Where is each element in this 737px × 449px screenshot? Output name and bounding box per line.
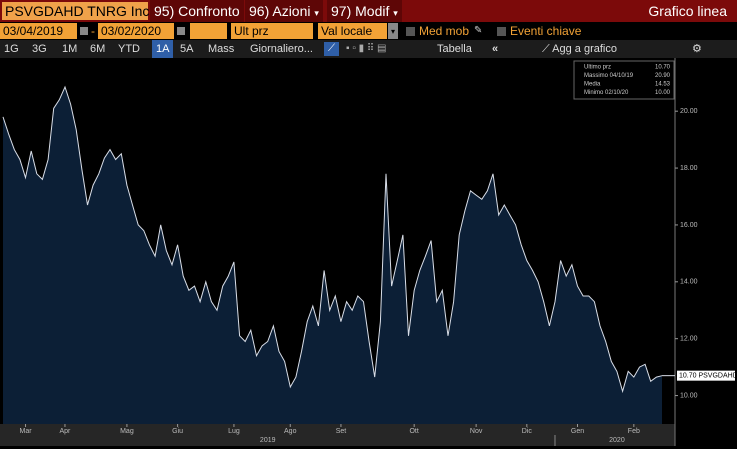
x-tick-label: Mar (19, 428, 32, 435)
table[interactable]: Tabella (437, 43, 472, 55)
legend-name: Massimo 04/10/19 (584, 73, 634, 79)
range-button[interactable]: YTD (118, 43, 140, 55)
dropdown[interactable]: ▾ (388, 23, 398, 39)
last-tag-bg (677, 370, 735, 381)
legend-value: 14.53 (655, 82, 671, 88)
menu-label: 97) Modif (331, 3, 390, 19)
range-bar: 1G 3G 1M 6M YTD 1A 5A Mass Giornaliero... ⟋ ▪ ▫… (0, 40, 737, 58)
edit-icon[interactable]: ✎ (474, 25, 483, 36)
area (3, 87, 662, 424)
menu-item[interactable]: 95) Confronto (150, 0, 244, 22)
y-tick-label: 14.00 (680, 279, 698, 286)
menu-item[interactable]: 97) Modif ▾ (327, 0, 402, 24)
x-tick-label: Apr (60, 428, 72, 435)
range-button[interactable]: Mass (208, 43, 235, 55)
frequency[interactable]: Giornaliero... (250, 43, 313, 55)
line-icon[interactable]: ⟋ (324, 42, 339, 56)
end-date[interactable]: 03/02/2020 (98, 23, 174, 39)
dash: - (91, 24, 95, 38)
x-tick-label: Lug (228, 428, 240, 435)
x-tick-label: Ago (284, 428, 297, 435)
settings[interactable]: ⚙ (692, 43, 702, 55)
start-date[interactable]: 03/04/2019 (0, 23, 77, 39)
menu-label: 96) Azioni (249, 3, 311, 19)
last-tag: 10.70 PSVGDAHD (679, 373, 737, 380)
x-tick-label: Giu (172, 428, 183, 435)
y-tick-label: 12.00 (680, 336, 698, 343)
add-to-chart[interactable]: ⟋ Agg a grafico (542, 43, 617, 55)
range-button[interactable]: 1G (4, 43, 19, 55)
filter-bar: 03/04/2019 - 03/02/2020 Ult prz Val loca… (0, 22, 737, 40)
calendar-icon[interactable] (177, 27, 185, 35)
checkbox[interactable] (406, 27, 415, 36)
legend-name: Ultimo prz (584, 65, 611, 71)
collapse[interactable]: « (492, 43, 499, 55)
range-button[interactable]: 5A (180, 43, 194, 55)
checkbox[interactable] (497, 27, 506, 36)
top-bar: PSVGDAHD TNRG Inc 95) Confronto 96) Azio… (0, 0, 737, 24)
chart: 10.00 12.00 14.00 16.00 18.00 20.00 Mar Apr Mag G… (0, 58, 737, 449)
view-title: Grafico linea (648, 3, 727, 19)
x-tick-label: Mag (120, 428, 134, 435)
x-axis-band (0, 424, 675, 446)
x-tick-label: Feb (628, 428, 640, 435)
key-events[interactable]: Eventi chiave (510, 24, 582, 38)
line (2, 85, 663, 394)
legend-value: 20.90 (655, 73, 671, 79)
legend-value: 10.00 (655, 90, 671, 96)
price-field[interactable]: Ult prz (231, 23, 313, 39)
legend-name: Minimo 02/10/20 (584, 90, 629, 96)
currency[interactable]: Val locale (318, 23, 387, 39)
y-tick-label: 16.00 (680, 222, 698, 229)
x-tick-label: Set (336, 428, 347, 435)
x-tick-label: Gen (571, 428, 584, 435)
y-tick-label: 18.00 (680, 165, 698, 172)
legend-value: 10.70 (655, 65, 671, 71)
moving-average[interactable]: Med mob (419, 24, 470, 38)
ticker[interactable]: PSVGDAHD TNRG Inc (2, 2, 149, 20)
year-label: 2020 (609, 437, 625, 444)
range-button[interactable]: 1A (152, 40, 174, 58)
range-button[interactable]: 3G (32, 43, 47, 55)
year-label: 2019 (260, 437, 276, 444)
add-label: Agg a grafico (552, 43, 617, 55)
legend-name: Media (584, 82, 601, 88)
legend-box (573, 60, 675, 100)
x-tick-label: Dic (522, 428, 533, 435)
range-button[interactable]: 6M (90, 43, 106, 55)
menu-item[interactable]: 96) Azioni ▾ (245, 0, 323, 24)
empty-field[interactable] (190, 23, 227, 39)
y-tick-label: 20.00 (680, 108, 698, 115)
y-tick-label: 10.00 (680, 392, 698, 399)
calendar-icon[interactable] (80, 27, 88, 35)
x-tick-label: Ott (409, 428, 418, 435)
x-tick-label: Nov (470, 428, 483, 435)
chart-icons[interactable]: ▪ ▫ ▮ ⠿ ▤ (346, 43, 387, 54)
range-button[interactable]: 1M (62, 43, 78, 55)
